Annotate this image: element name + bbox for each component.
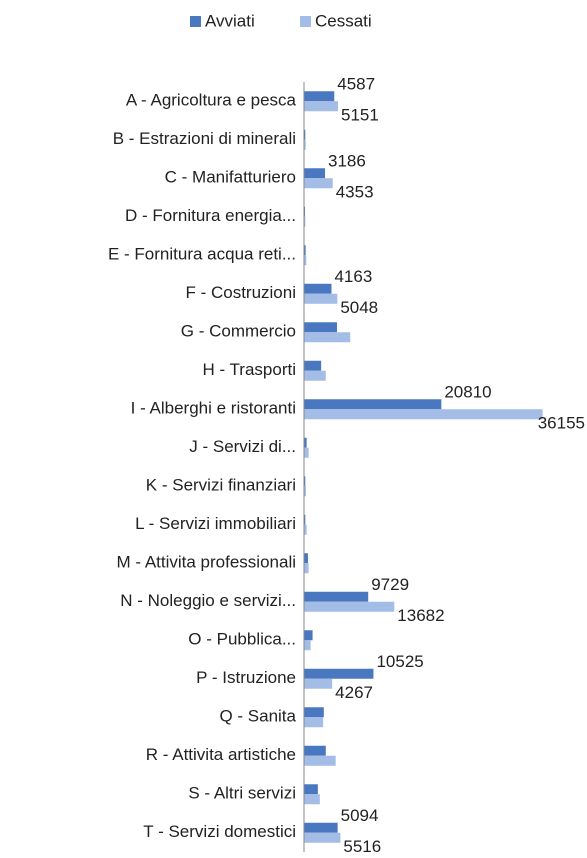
bar bbox=[304, 168, 326, 179]
bar bbox=[304, 139, 306, 150]
bar bbox=[304, 794, 320, 805]
bar bbox=[304, 563, 309, 574]
data-label: 9729 bbox=[371, 575, 409, 594]
bar bbox=[304, 832, 341, 843]
y-tick-label: F - Costruzioni bbox=[185, 283, 296, 302]
bar bbox=[304, 332, 351, 343]
y-tick-label: R - Attivita artistiche bbox=[146, 745, 296, 764]
bar bbox=[304, 178, 333, 189]
bar bbox=[304, 707, 324, 718]
y-tick-label: S - Altri servizi bbox=[188, 784, 296, 803]
data-label: 36155 bbox=[538, 414, 585, 433]
bar bbox=[304, 745, 326, 756]
bar bbox=[304, 678, 333, 689]
bar bbox=[304, 755, 336, 766]
bar bbox=[304, 717, 324, 728]
bar bbox=[304, 322, 337, 333]
bar bbox=[304, 216, 306, 227]
y-tick-label: O - Pubblica... bbox=[188, 630, 296, 649]
bar bbox=[304, 447, 309, 458]
bar bbox=[304, 101, 338, 112]
bar bbox=[304, 668, 374, 679]
data-label: 5094 bbox=[341, 806, 379, 825]
y-tick-label: C - Manifatturiero bbox=[165, 168, 296, 187]
bar bbox=[304, 399, 442, 410]
bar bbox=[304, 553, 308, 564]
bar bbox=[304, 476, 306, 487]
bar bbox=[304, 486, 306, 497]
bar bbox=[304, 601, 395, 612]
data-label: 4267 bbox=[335, 683, 373, 702]
y-tick-label: A - Agricoltura e pesca bbox=[126, 91, 297, 110]
bar bbox=[304, 630, 313, 641]
bar bbox=[304, 129, 306, 140]
bar bbox=[304, 514, 306, 525]
y-tick-label: Q - Sanita bbox=[219, 707, 296, 726]
data-label: 5048 bbox=[340, 298, 378, 317]
bar bbox=[304, 293, 338, 304]
bar bbox=[304, 360, 322, 371]
bar bbox=[304, 437, 307, 448]
bar bbox=[304, 409, 543, 420]
bar bbox=[304, 283, 332, 294]
y-tick-label: J - Servizi di... bbox=[189, 437, 296, 456]
y-tick-label: L - Servizi immobiliari bbox=[135, 514, 296, 533]
bar bbox=[304, 640, 311, 651]
data-label: 4587 bbox=[337, 75, 375, 94]
data-label: 10525 bbox=[376, 652, 423, 671]
legend-swatch bbox=[190, 16, 201, 27]
bar bbox=[304, 91, 335, 102]
y-tick-label: T - Servizi domestici bbox=[143, 822, 296, 841]
data-label: 5516 bbox=[343, 837, 381, 853]
legend-label: Avviati bbox=[205, 11, 255, 30]
data-label: 13682 bbox=[397, 606, 444, 625]
bar bbox=[304, 822, 338, 833]
y-tick-label: I - Alberghi e ristoranti bbox=[131, 399, 296, 418]
bar bbox=[304, 524, 307, 535]
y-tick-label: K - Servizi finanziari bbox=[146, 476, 296, 495]
bar bbox=[304, 591, 369, 602]
y-tick-label: G - Commercio bbox=[181, 322, 296, 341]
y-tick-label: N - Noleggio e servizi... bbox=[120, 591, 296, 610]
bar bbox=[304, 370, 326, 381]
data-label: 20810 bbox=[444, 383, 491, 402]
y-tick-label: E - Fornitura acqua reti... bbox=[108, 245, 296, 264]
bar bbox=[304, 245, 306, 256]
data-label: 3186 bbox=[328, 152, 366, 171]
y-tick-label: B - Estrazioni di minerali bbox=[113, 129, 296, 148]
bar bbox=[304, 255, 307, 266]
y-tick-label: D - Fornitura energia... bbox=[125, 206, 296, 225]
legend-label: Cessati bbox=[315, 11, 372, 30]
data-label: 5151 bbox=[341, 106, 379, 125]
data-label: 4353 bbox=[336, 183, 374, 202]
bar bbox=[304, 784, 318, 795]
y-tick-label: M - Attivita professionali bbox=[116, 553, 296, 572]
legend-swatch bbox=[300, 16, 311, 27]
data-label: 4163 bbox=[334, 267, 372, 286]
y-tick-label: H - Trasporti bbox=[202, 360, 296, 379]
y-tick-label: P - Istruzione bbox=[196, 668, 296, 687]
